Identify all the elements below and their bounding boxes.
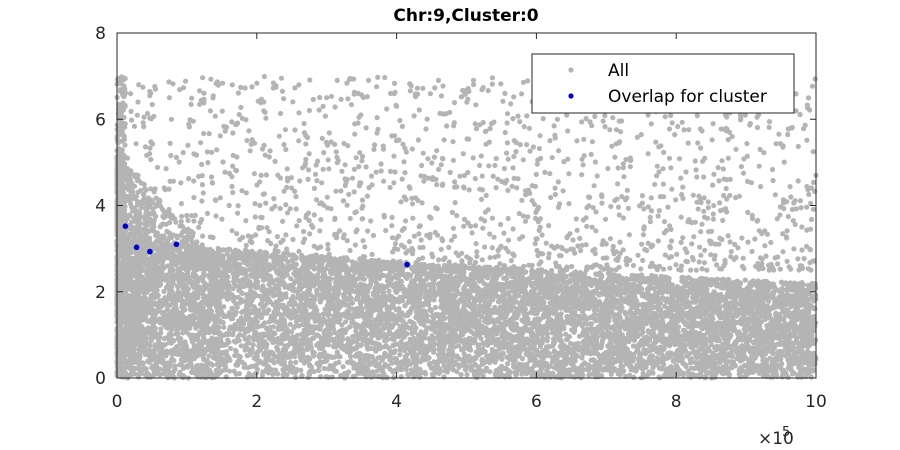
scatter-point-all (349, 300, 355, 306)
scatter-point-all (549, 267, 555, 274)
scatter-point-all (622, 311, 629, 317)
scatter-point-all (293, 359, 299, 365)
scatter-point-all (333, 279, 339, 286)
scatter-point-all (317, 261, 323, 267)
scatter-point-all (631, 337, 638, 343)
scatter-point-all (305, 354, 311, 360)
scatter-point-all (478, 336, 484, 342)
scatter-point-all (403, 366, 409, 373)
scatter-point-all (306, 370, 312, 376)
scatter-point-all (335, 334, 341, 340)
scatter-point-all (296, 285, 302, 291)
scatter-point-all (742, 277, 748, 283)
scatter-point-all (397, 352, 403, 358)
scatter-point-all (504, 275, 510, 281)
scatter-point-all (236, 338, 242, 344)
scatter-point-all (161, 288, 167, 295)
scatter-point-all (708, 342, 715, 348)
scatter-point-all (589, 314, 595, 320)
scatter-point-all (568, 272, 574, 278)
scatter-point-all (228, 345, 234, 351)
chart-title: Chr:9,Cluster:0 (393, 6, 538, 26)
all-series-points (114, 73, 819, 381)
scatter-point-all (270, 371, 276, 377)
scatter-point-all (684, 275, 690, 281)
scatter-point-all (642, 310, 648, 316)
scatter-point-all (509, 274, 515, 280)
scatter-point-all (563, 337, 570, 343)
plot-area (114, 73, 819, 381)
scatter-point-all (227, 368, 233, 374)
scatter-point-all (778, 279, 785, 285)
scatter-point-all (476, 318, 482, 324)
scatter-point-all (287, 321, 293, 327)
scatter-point-all (354, 339, 360, 345)
scatter-point-all (293, 374, 299, 380)
scatter-point-all (251, 337, 257, 343)
scatter-point-all (402, 313, 409, 319)
scatter-point-all (646, 369, 652, 375)
scatter-point-all (206, 353, 212, 359)
scatter-point-all (529, 267, 535, 273)
scatter-point-all (504, 361, 511, 367)
scatter-point-all (325, 312, 331, 319)
scatter-point-all (347, 353, 354, 359)
scatter-point-all (618, 295, 624, 301)
scatter-point-all (464, 372, 470, 378)
